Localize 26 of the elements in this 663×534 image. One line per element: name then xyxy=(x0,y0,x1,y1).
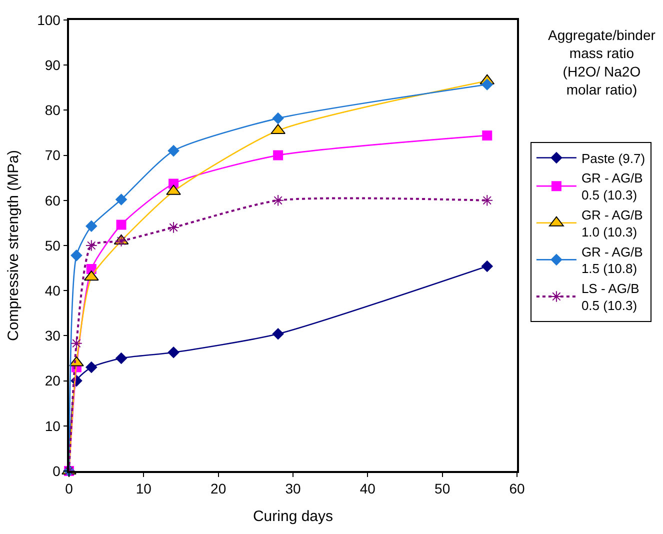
y-tick-label: 70 xyxy=(44,147,61,164)
y-tick-label: 10 xyxy=(44,418,61,434)
y-tick-label: 80 xyxy=(44,102,61,118)
y-axis-title: Compressive strength (MPa) xyxy=(4,150,22,341)
y-tick-label: 40 xyxy=(44,282,61,298)
legend-label: Paste (9.7) xyxy=(581,150,646,166)
legend-label: GR - AG/B 1.5 (10.8) xyxy=(581,244,643,276)
legend-label: LS - AG/B 0.5 (10.3) xyxy=(581,281,640,313)
x-tick-label: 10 xyxy=(136,480,152,497)
x-tick-label: 0 xyxy=(65,480,74,497)
y-tick-label: 0 xyxy=(52,462,61,479)
x-tick-label: 40 xyxy=(360,480,376,497)
y-tick-label: 30 xyxy=(44,328,61,344)
y-tick-label: 60 xyxy=(44,192,61,208)
legend-title: Aggregate/binder mass ratio (H2O/ Na2O molar ratio) xyxy=(548,27,656,98)
x-tick-label: 30 xyxy=(285,480,301,497)
x-axis-title: Curing days xyxy=(252,508,334,526)
y-tick-label: 100 xyxy=(37,12,61,28)
y-tick-label: 20 xyxy=(44,372,61,389)
x-tick-label: 60 xyxy=(509,480,525,497)
x-tick-label: 20 xyxy=(210,480,226,497)
legend-label: GR - AG/B 1.0 (10.3) xyxy=(581,207,643,240)
x-tick-label: 50 xyxy=(434,480,450,497)
y-tick-label: 50 xyxy=(44,237,61,254)
legend-label: GR - AG/B 0.5 (10.3) xyxy=(581,170,643,203)
y-tick-label: 90 xyxy=(44,57,61,73)
